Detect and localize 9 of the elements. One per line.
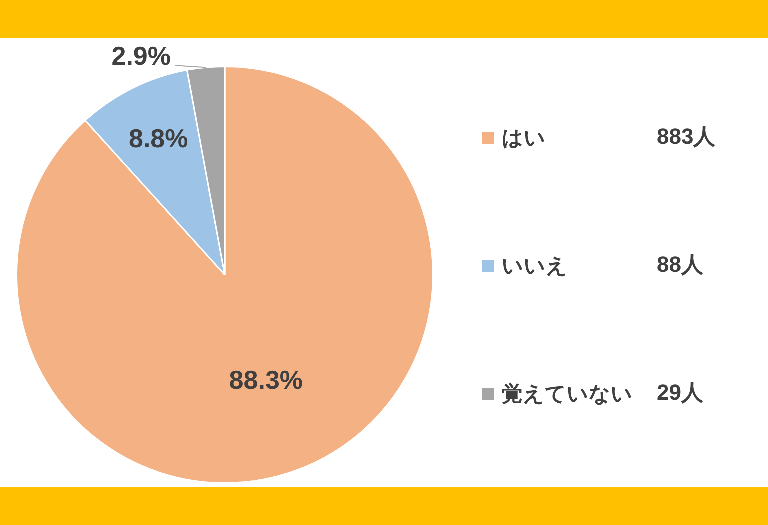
text: 29人 — [657, 379, 704, 407]
data-label: 2.9% — [112, 40, 171, 71]
legend-label: いいえ — [502, 253, 568, 280]
legend-label: 覚えていない — [502, 381, 633, 408]
text: 883人 — [657, 123, 716, 151]
legend-label: はい — [502, 125, 546, 152]
data-label: 88.3% — [229, 365, 304, 396]
text: 88人 — [657, 251, 704, 279]
data-label: 8.8% — [128, 124, 188, 154]
